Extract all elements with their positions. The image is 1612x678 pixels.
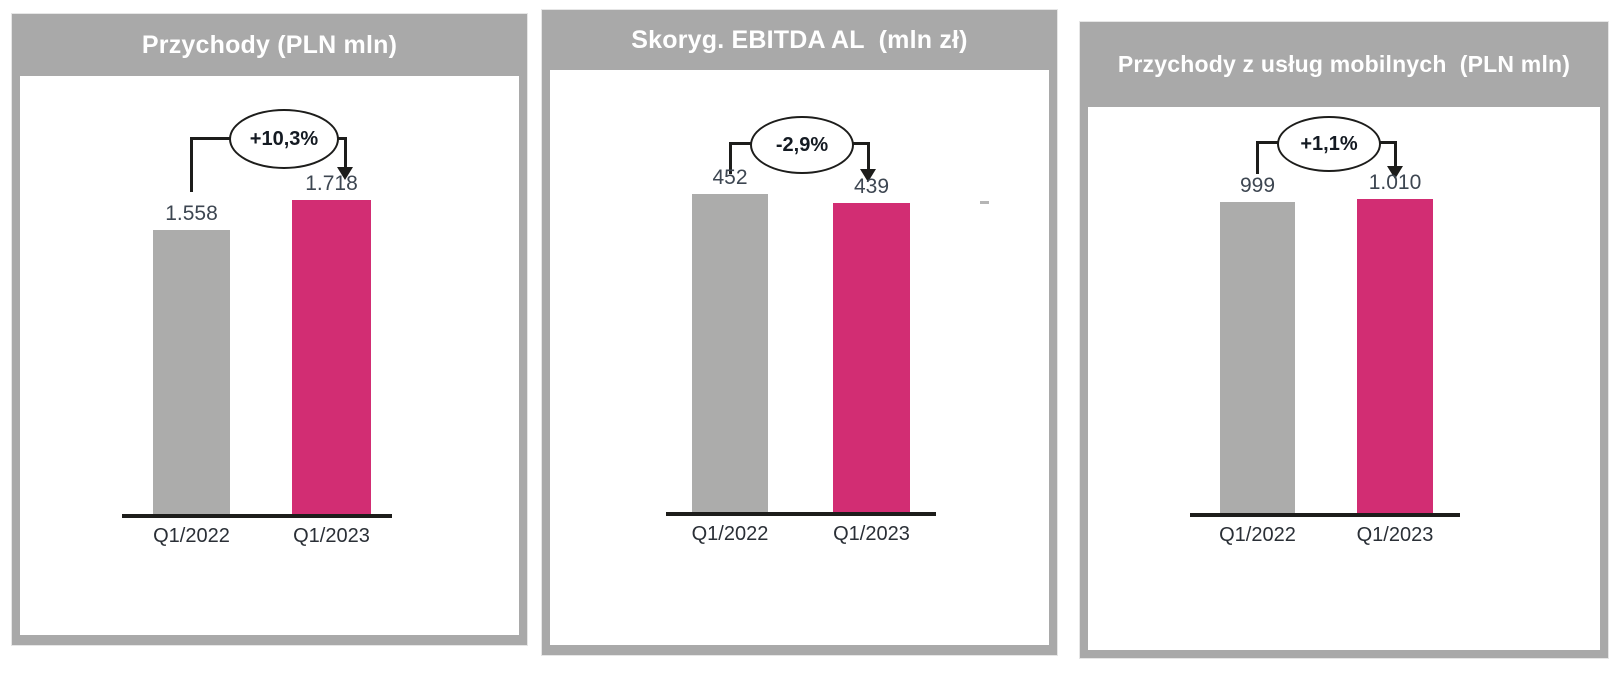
connector-left-line <box>729 142 732 174</box>
panel-title: Przychody z usług mobilnych (PLN mln) <box>1117 51 1571 77</box>
tick-label-q1-2023: Q1/2023 <box>1356 524 1434 546</box>
connector-arrow <box>1386 141 1404 179</box>
panel-ebitda: Skoryg. EBITDA AL (mln zł) -2,9% 452 439 <box>542 10 1057 655</box>
connector-right-line <box>343 137 347 167</box>
bar-previous <box>153 230 230 518</box>
bar-current <box>833 203 910 516</box>
panel-title-bar: Przychody (PLN mln) <box>12 14 527 76</box>
arrow-down-icon <box>860 169 876 182</box>
bar-column-q1-2023: 1.010 <box>1332 172 1458 517</box>
bar-current <box>292 200 371 518</box>
bar-value-label: 452 <box>712 166 748 189</box>
tick-label-q1-2022: Q1/2022 <box>153 525 230 547</box>
stray-dash <box>980 201 989 204</box>
panel-przychody: Przychody (PLN mln) +10,3% 1.558 1.718 Q… <box>12 14 527 645</box>
panel-title-bar: Skoryg. EBITDA AL (mln zł) <box>542 10 1057 70</box>
tick-label-q1-2023: Q1/2023 <box>833 523 910 545</box>
x-axis-line <box>1190 513 1460 517</box>
x-axis-line <box>666 512 936 516</box>
delta-label: -2,9% <box>775 133 829 156</box>
bar-previous <box>1220 202 1295 517</box>
connector-arrow <box>336 137 354 180</box>
bar-value-label: 999 <box>1239 174 1276 197</box>
bar-value-label: 1.010 <box>1368 171 1422 194</box>
bar-column-q1-2022: 452 <box>667 167 793 516</box>
connector-left-line <box>190 137 193 192</box>
delta-badge: +1,1% <box>1277 116 1381 172</box>
arrow-down-icon <box>1387 166 1403 179</box>
connector-arrow <box>859 142 877 182</box>
chart-area: +10,3% 1.558 1.718 Q1/2022 Q1/2023 <box>20 76 519 635</box>
delta-label: +1,1% <box>1300 132 1358 155</box>
connector-right-line <box>866 142 870 169</box>
bar-column-q1-2022: 1.558 <box>128 203 255 518</box>
bar-value-label: 1.558 <box>165 202 218 225</box>
delta-badge: -2,9% <box>750 116 854 174</box>
bar-value-label: 439 <box>853 175 890 198</box>
bar-column-q1-2023: 439 <box>808 176 935 516</box>
tick-label-q1-2023: Q1/2023 <box>293 525 370 547</box>
connector-right-line <box>1393 141 1397 166</box>
x-axis-line <box>122 514 392 518</box>
delta-label: +10,3% <box>249 127 319 150</box>
panel-uslugi-mobilne: Przychody z usług mobilnych (PLN mln) +1… <box>1080 22 1608 658</box>
bar-column-q1-2022: 999 <box>1195 175 1320 517</box>
arrow-down-icon <box>337 167 353 180</box>
panel-title: Przychody (PLN mln) <box>141 30 398 59</box>
bar-current <box>1357 199 1433 517</box>
panel-title: Skoryg. EBITDA AL (mln zł) <box>631 25 968 54</box>
chart-area: +1,1% 999 1.010 Q1/2022 Q1/2023 <box>1088 107 1600 650</box>
panel-title-bar: Przychody z usług mobilnych (PLN mln) <box>1080 22 1608 107</box>
chart-area: -2,9% 452 439 Q1/2022 Q1/2023 <box>550 70 1049 645</box>
tick-label-q1-2022: Q1/2022 <box>1219 524 1296 546</box>
connector-left-line <box>1256 141 1259 174</box>
bar-value-label: 1.718 <box>305 172 358 195</box>
delta-badge: +10,3% <box>229 109 339 169</box>
bar-previous <box>692 194 768 516</box>
tick-label-q1-2022: Q1/2022 <box>691 523 769 545</box>
bar-column-q1-2023: 1.718 <box>267 173 396 518</box>
